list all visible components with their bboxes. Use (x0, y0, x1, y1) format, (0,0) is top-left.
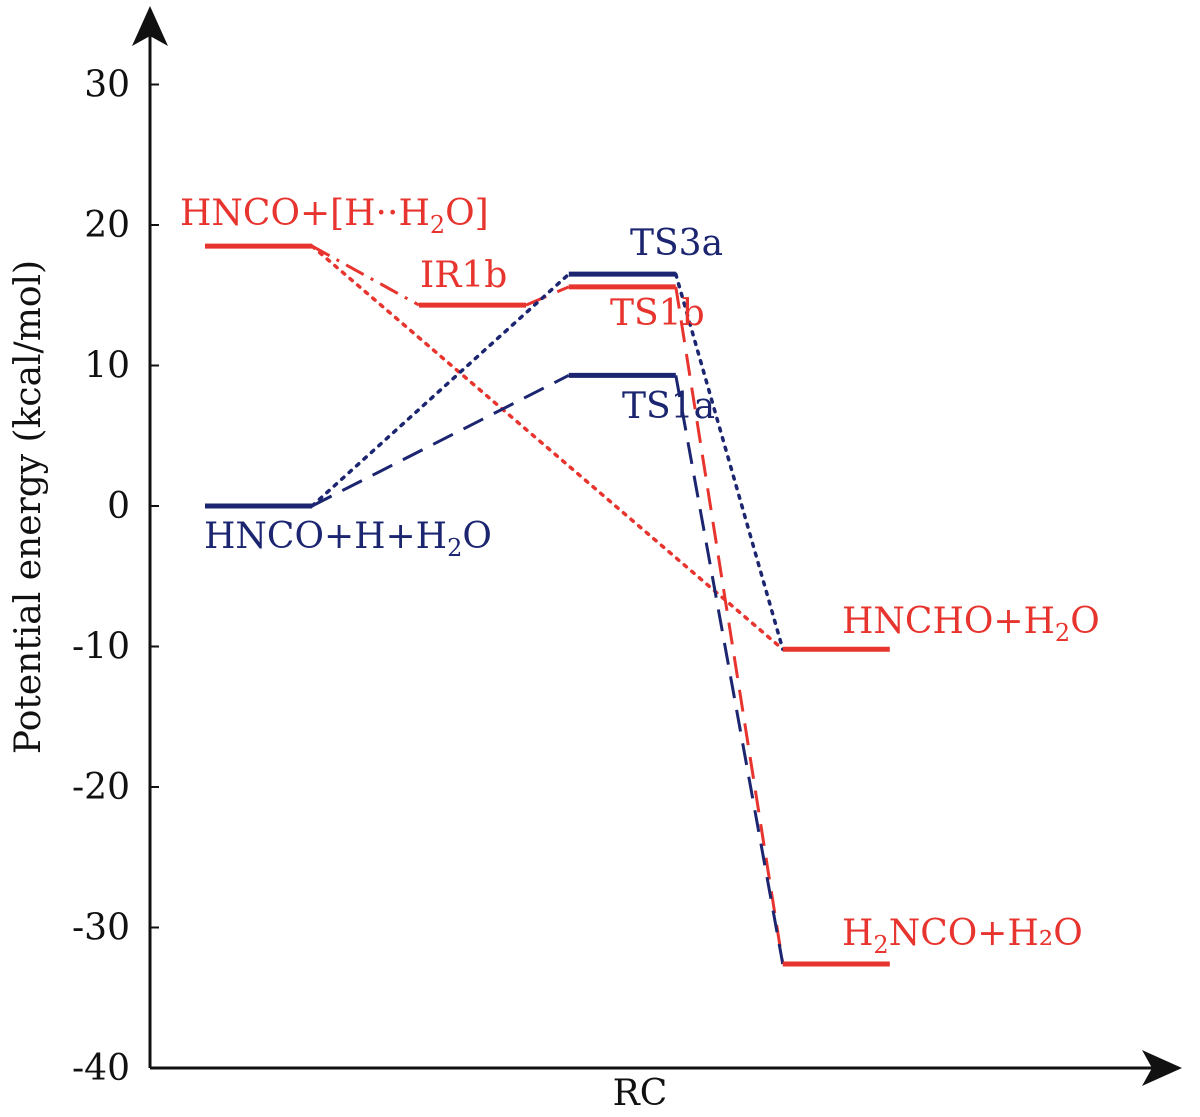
y-tick-label: 10 (84, 346, 130, 387)
pathway-connector-red-dash (674, 286, 785, 965)
species-labels: HNCO+H+H2O HNCO+[H··H2O] IR1b TS3a TS1b TS1a H… (180, 193, 1100, 959)
y-axis-arrow-icon (132, 6, 168, 46)
y-tick-label: -40 (72, 1048, 130, 1089)
y-tick-label: -30 (72, 908, 130, 949)
species-label-h2nco-h2o: H2NCO+H₂O (842, 913, 1083, 959)
connectors (310, 244, 785, 965)
y-tick-label: 30 (84, 65, 130, 106)
species-label-ir1b: IR1b (420, 255, 507, 296)
species-label-hnco-h-h2o: HNCO+H+H2O (204, 516, 492, 562)
species-label-hncho-h2o: HNCHO+H2O (842, 601, 1100, 647)
y-tick-label: 0 (107, 486, 130, 527)
pathway-connector-red-dash (525, 285, 570, 307)
y-tick-label: -10 (72, 627, 130, 668)
species-label-ts1b: TS1b (610, 293, 705, 334)
species-label-ts3a: TS3a (630, 223, 723, 264)
pathway-connector-red-dashdot (311, 244, 420, 307)
y-tick-label: -20 (72, 767, 130, 808)
x-axis-arrow-icon (1142, 1050, 1182, 1086)
pathway-connector-red-dot (310, 244, 785, 652)
pathway-connector-blue-dash (311, 373, 570, 508)
species-label-ts1a: TS1a (622, 386, 715, 427)
axes: 30 20 10 0 -10 -20 -30 -40 (72, 6, 1182, 1089)
species-label-hnco-h-h2o-complex: HNCO+[H··H2O] (180, 193, 489, 239)
pathway-connector-blue-dot (310, 272, 571, 508)
y-ticks: 30 20 10 0 -10 -20 -30 -40 (72, 65, 159, 1089)
pathway-connector-blue-dash (674, 375, 785, 965)
x-axis-title: RC (613, 1073, 668, 1114)
y-tick-label: 20 (84, 205, 130, 246)
y-axis-title: Potential energy (kcal/mol) (8, 260, 49, 754)
energy-levels (205, 243, 890, 967)
